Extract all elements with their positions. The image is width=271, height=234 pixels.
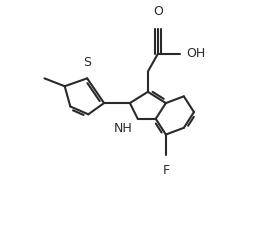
Text: S: S bbox=[83, 56, 91, 69]
Text: OH: OH bbox=[186, 47, 205, 60]
Text: NH: NH bbox=[113, 122, 132, 135]
Text: F: F bbox=[162, 164, 169, 177]
Text: O: O bbox=[153, 5, 163, 18]
